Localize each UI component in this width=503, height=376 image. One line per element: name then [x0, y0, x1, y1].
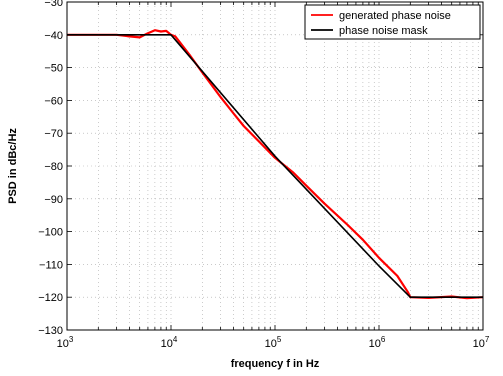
x-tick-label: 106 [369, 335, 386, 350]
x-tick-label: 105 [265, 335, 282, 350]
y-tick-label: −100 [38, 227, 63, 239]
y-tick-label: −30 [44, 0, 63, 9]
y-tick-label: −50 [44, 63, 63, 75]
x-tick-label: 104 [161, 335, 178, 350]
y-tick-label: −60 [44, 95, 63, 107]
legend-label-generated-phase-noise: generated phase noise [339, 10, 451, 22]
x-tick-label: 107 [473, 335, 490, 350]
y-tick-labels: −30 −40 −50 −60 −70 −80 −90 −100 −110 −120 −130 [38, 0, 63, 337]
legend-label-phase-noise-mask: phase noise mask [339, 25, 428, 37]
y-tick-label: −80 [44, 161, 63, 173]
x-axis-title: frequency f in Hz [231, 358, 320, 370]
y-tick-label: −120 [38, 292, 63, 304]
y-tick-label: −110 [39, 259, 63, 271]
legend-box [304, 4, 481, 40]
y-tick-label: −130 [38, 325, 63, 337]
y-tick-label: −40 [44, 30, 63, 42]
legend: generated phase noise phase noise mask [304, 4, 481, 40]
x-tick-label: 103 [57, 335, 74, 350]
y-tick-label: −70 [44, 128, 63, 140]
y-axis-title: PSD in dBc/Hz [7, 128, 19, 204]
generated-phase-noise-line [67, 29, 484, 300]
axis-ticks [66, 1, 483, 331]
data-traces [67, 29, 484, 300]
phase-noise-mask-line [67, 33, 483, 299]
x-tick-labels: 103 104 105 106 107 [57, 335, 490, 350]
y-tick-label: −90 [44, 194, 63, 206]
